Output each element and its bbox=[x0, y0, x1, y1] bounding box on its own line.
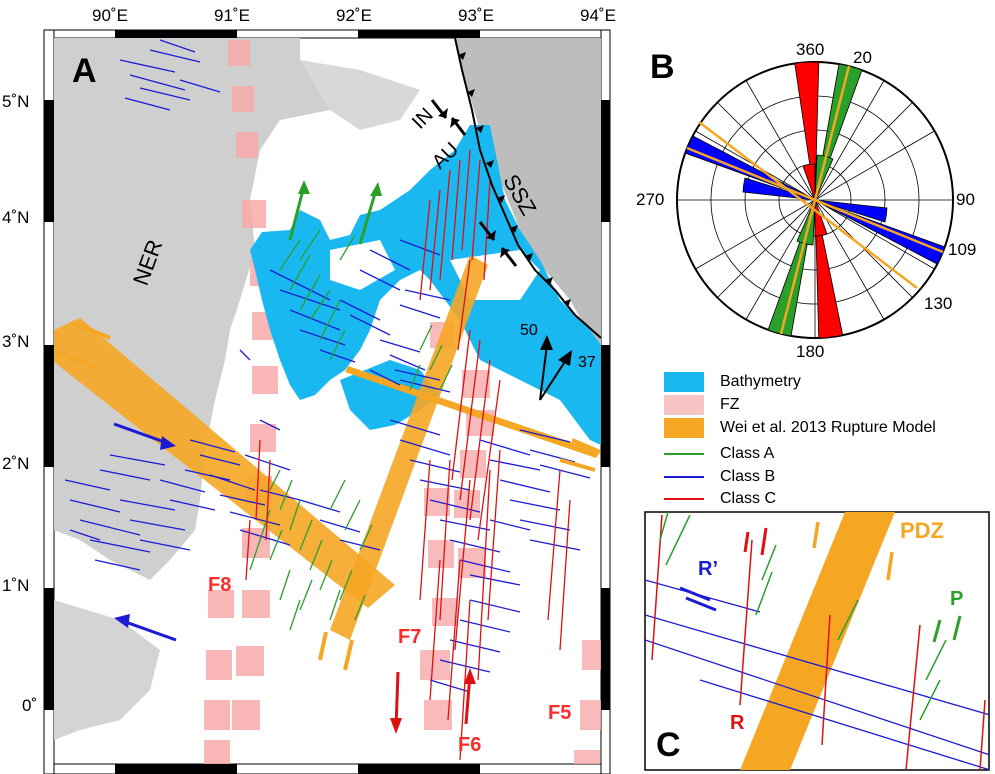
rupture-model-sw-ne bbox=[330, 255, 488, 640]
rose-label-90: 90 bbox=[956, 190, 975, 209]
lat-tick: 3˚N bbox=[2, 332, 30, 351]
rose-label-109: 109 bbox=[948, 240, 977, 259]
legend-item-class-b: Class B bbox=[664, 468, 775, 486]
legend-label: Class B bbox=[720, 468, 776, 485]
legend-item-rupture: Wei et al. 2013 Rupture Model bbox=[664, 418, 936, 438]
rose-label-360: 360 bbox=[796, 40, 825, 59]
lon-tick: 93˚E bbox=[458, 6, 494, 25]
legend-label: Wei et al. 2013 Rupture Model bbox=[720, 419, 936, 436]
panel-b-label: B bbox=[650, 48, 675, 86]
class-c-arrows bbox=[390, 668, 476, 734]
legend-label: FZ bbox=[720, 396, 740, 413]
p-label: P bbox=[950, 588, 964, 610]
gps-50-label: 50 bbox=[520, 322, 538, 339]
trench-teeth bbox=[458, 52, 571, 307]
bathymetry-blank-2 bbox=[330, 240, 395, 290]
class-c-lineaments bbox=[245, 149, 571, 761]
fracture-zone-f5 bbox=[574, 640, 601, 764]
fz-f8-label: F8 bbox=[208, 574, 232, 596]
rose-label-130: 130 bbox=[924, 294, 953, 313]
lat-tick: 4˚N bbox=[2, 208, 30, 227]
sunda-trench bbox=[454, 38, 601, 339]
gps-vectors bbox=[539, 335, 572, 401]
plate-motion-arrows bbox=[430, 99, 518, 267]
legend-swatch bbox=[664, 372, 704, 392]
legend-line bbox=[664, 476, 704, 478]
legend-label: Class A bbox=[720, 445, 775, 462]
fz-f7-label: F7 bbox=[398, 626, 422, 648]
legend-line bbox=[664, 453, 704, 455]
class-b-lineaments bbox=[64, 39, 591, 693]
r-prime-label: R’ bbox=[698, 558, 718, 580]
gps-37-label: 37 bbox=[578, 354, 596, 371]
class-a-lineaments bbox=[249, 229, 453, 631]
legend-item-fz: FZ bbox=[664, 395, 740, 415]
bathymetry-swath bbox=[250, 125, 601, 445]
lat-tick: 0˚ bbox=[22, 696, 38, 715]
lon-tick: 94˚E bbox=[580, 6, 616, 25]
land-islands bbox=[300, 60, 420, 130]
legend-item-class-a: Class A bbox=[664, 445, 774, 463]
sumatra-margin bbox=[455, 38, 601, 345]
class-a-arrows bbox=[288, 180, 382, 245]
rose-label-180: 180 bbox=[796, 342, 825, 361]
r-label: R bbox=[730, 712, 745, 734]
lon-tick: 90˚E bbox=[92, 6, 128, 25]
class-b-arrows bbox=[113, 422, 177, 642]
legend-line bbox=[664, 498, 704, 500]
rupture-model-nw-se bbox=[54, 318, 395, 608]
fz-f6-label: F6 bbox=[458, 734, 482, 756]
legend-swatch bbox=[664, 418, 704, 438]
lon-tick: 91˚E bbox=[214, 6, 250, 25]
land-south bbox=[54, 600, 160, 740]
pdz-label: PDZ bbox=[900, 518, 944, 543]
legend-item-class-c: Class C bbox=[664, 490, 776, 508]
legend-item-bathymetry: Bathymetry bbox=[664, 372, 801, 392]
rose-label-270: 270 bbox=[636, 190, 665, 209]
lat-tick: 2˚N bbox=[2, 454, 30, 473]
rose-label-20: 20 bbox=[853, 48, 872, 67]
ninetyeast-ridge-land bbox=[54, 38, 340, 580]
legend-label: Bathymetry bbox=[720, 373, 801, 390]
panel-c-label: C bbox=[656, 726, 681, 764]
legend-label: Class C bbox=[720, 490, 777, 507]
legend-swatch bbox=[664, 395, 704, 415]
panel-a-label: A bbox=[72, 52, 97, 90]
fz-f5-label: F5 bbox=[548, 702, 572, 724]
lat-tick: 1˚N bbox=[2, 576, 30, 595]
rupture-arrows bbox=[57, 320, 601, 671]
rupture-model-thin bbox=[345, 366, 600, 458]
lat-tick: 5˚N bbox=[2, 92, 30, 111]
lon-tick: 92˚E bbox=[336, 6, 372, 25]
